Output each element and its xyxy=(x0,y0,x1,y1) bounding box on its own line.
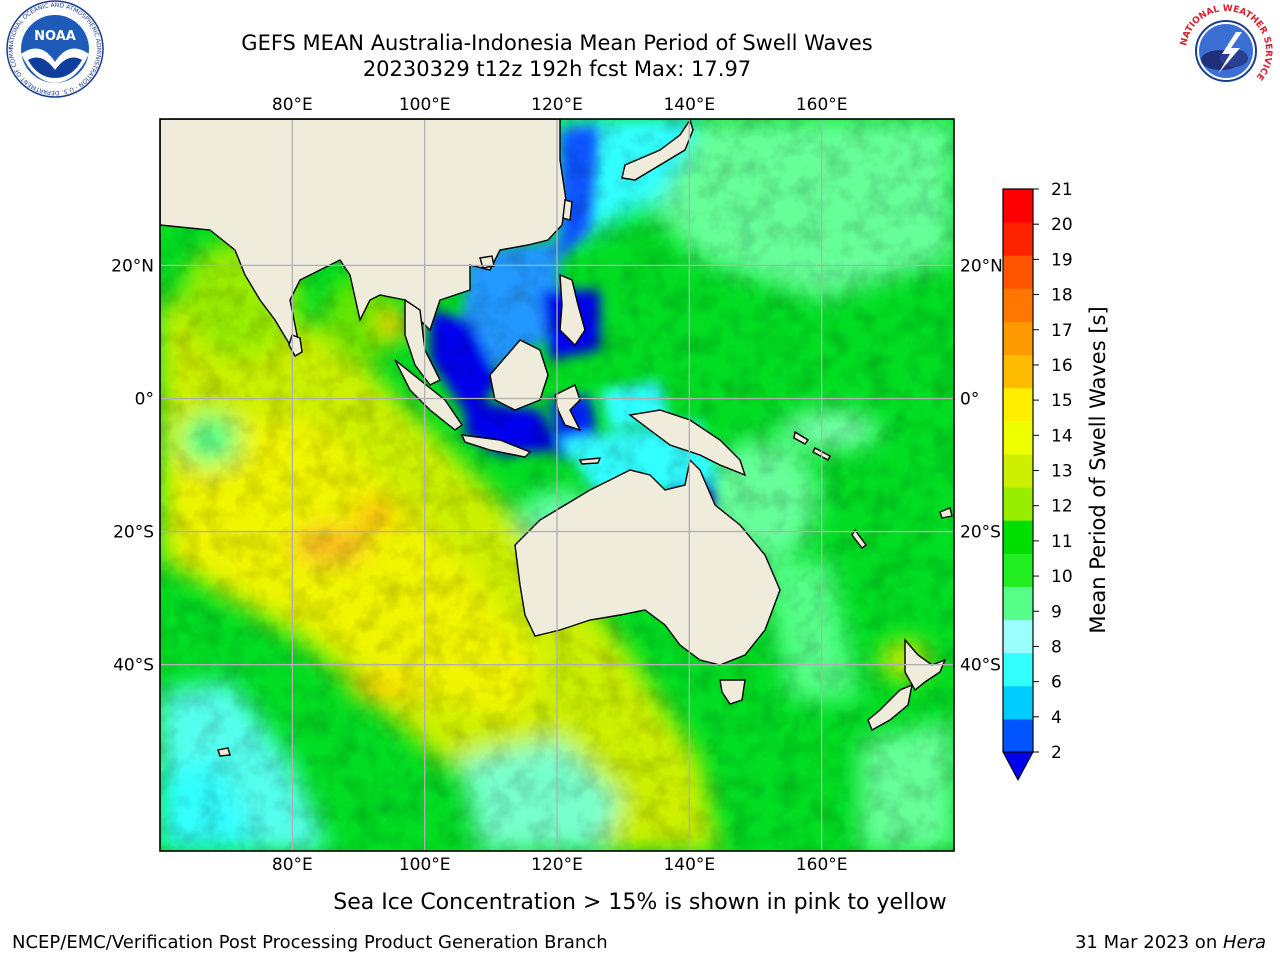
land-new-zealand-south xyxy=(867,683,913,731)
credit-host: Hera xyxy=(1222,932,1266,953)
colorbar-tick-label: 10 xyxy=(1051,567,1073,587)
sea-ice-note: Sea Ice Concentration > 15% is shown in … xyxy=(333,890,947,915)
colorbar-tick-label: 21 xyxy=(1051,180,1073,200)
colorbar-segment xyxy=(1003,453,1033,488)
colorbar-segment xyxy=(1003,354,1033,389)
land-taiwan xyxy=(562,199,573,221)
colorbar-segment xyxy=(1003,387,1033,422)
lon-tick-top: 80°E xyxy=(272,95,313,115)
colorbar-segment xyxy=(1003,619,1033,654)
lat-tick-left: 20°S xyxy=(113,523,154,543)
colorbar-tick-label: 19 xyxy=(1051,250,1073,270)
colorbar-segment xyxy=(1003,718,1033,753)
land-sulawesi xyxy=(554,384,582,432)
nws-logo: NATIONAL WEATHER SERVICE xyxy=(1179,4,1273,98)
map-subtitle: 20230329 t12z 192h fcst Max: 17.97 xyxy=(362,57,752,81)
colorbar-segment xyxy=(1003,189,1033,223)
colorbar-tick-label: 12 xyxy=(1051,497,1073,517)
land-borneo xyxy=(489,339,549,411)
land-australia xyxy=(514,458,781,666)
land-java xyxy=(460,434,532,458)
land-fiji xyxy=(939,507,953,519)
colorbar-tick-label: 13 xyxy=(1051,462,1073,482)
lon-tick-bottom: 160°E xyxy=(796,855,848,875)
colorbar-tick-label: 14 xyxy=(1051,426,1073,446)
colorbar-tick-label: 8 xyxy=(1051,637,1062,657)
lat-tick-right: 40°S xyxy=(960,656,1001,676)
land-kerguelen xyxy=(217,747,231,757)
colorbar-tick-label: 9 xyxy=(1051,602,1062,622)
lat-tick-left: 0° xyxy=(135,389,154,409)
lon-tick-bottom: 140°E xyxy=(663,855,715,875)
land-solomon-1 xyxy=(793,430,810,445)
land-asia xyxy=(160,119,567,352)
colorbar-segment xyxy=(1003,321,1033,356)
colorbar-segment xyxy=(1003,222,1033,256)
colorbar-extend-arrow xyxy=(1002,751,1034,782)
colorbar-segment xyxy=(1003,420,1033,455)
land-malay-peninsula xyxy=(404,298,441,386)
colorbar-segment xyxy=(1003,652,1033,687)
land-philippines xyxy=(559,273,586,347)
colorbar-tick-label: 2 xyxy=(1051,743,1062,763)
credit-date-text: 31 Mar 2023 on xyxy=(1074,932,1223,953)
lon-tick-top: 100°E xyxy=(399,95,451,115)
graticule xyxy=(160,119,954,851)
lat-tick-left: 20°N xyxy=(111,256,154,276)
lon-tick-bottom: 80°E xyxy=(272,855,313,875)
map-title: GEFS MEAN Australia-Indonesia Mean Perio… xyxy=(241,31,873,55)
colorbar-label: Mean Period of Swell Waves [s] xyxy=(1086,306,1110,633)
lon-tick-top: 160°E xyxy=(796,95,848,115)
colorbar-segment xyxy=(1003,520,1033,554)
colorbar-tick-label: 6 xyxy=(1051,673,1062,693)
land-masses xyxy=(160,119,953,757)
map-frame xyxy=(159,118,955,852)
lon-tick-top: 140°E xyxy=(663,95,715,115)
lat-tick-right: 20°S xyxy=(960,523,1001,543)
credit-date: 31 Mar 2023 on Hera xyxy=(1075,932,1266,953)
land-new-caledonia xyxy=(851,528,867,549)
lat-tick-right: 0° xyxy=(960,389,979,409)
lat-tick-left: 40°S xyxy=(113,656,154,676)
colorbar: 2 4 6 8 9 10 11 12 13 14 15 16 17 18 19 20 21 xyxy=(1002,180,1073,782)
noaa-logo-text: NOAA xyxy=(34,29,76,44)
colorbar-tick-label: 18 xyxy=(1051,286,1073,306)
colorbar-tick-label: 17 xyxy=(1051,321,1073,341)
credit-branch: NCEP/EMC/Verification Post Processing Pr… xyxy=(12,932,608,953)
land-tasmania xyxy=(719,679,746,705)
colorbar-segment xyxy=(1003,553,1033,587)
colorbar-segment xyxy=(1003,487,1033,521)
lon-tick-bottom: 120°E xyxy=(531,855,583,875)
colorbar-segment xyxy=(1003,586,1033,621)
lon-tick-bottom: 100°E xyxy=(399,855,451,875)
lon-tick-top: 120°E xyxy=(531,95,583,115)
lat-tick-right: 20°N xyxy=(960,256,1003,276)
land-hainan xyxy=(479,255,495,269)
land-timor xyxy=(578,457,602,465)
colorbar-tick-label: 20 xyxy=(1051,215,1073,235)
colorbar-segment xyxy=(1003,255,1033,289)
colorbar-tick-label: 11 xyxy=(1051,532,1073,552)
colorbar-segment xyxy=(1003,288,1033,322)
colorbar-tick-label: 16 xyxy=(1051,356,1073,376)
colorbar-segment xyxy=(1003,685,1033,720)
noaa-logo: NATIONAL OCEANIC AND ATMOSPHERIC ADMINIS… xyxy=(6,0,104,98)
land-new-guinea xyxy=(628,409,747,477)
colorbar-tick-label: 4 xyxy=(1051,708,1062,728)
colorbar-tick-label: 15 xyxy=(1051,391,1073,411)
